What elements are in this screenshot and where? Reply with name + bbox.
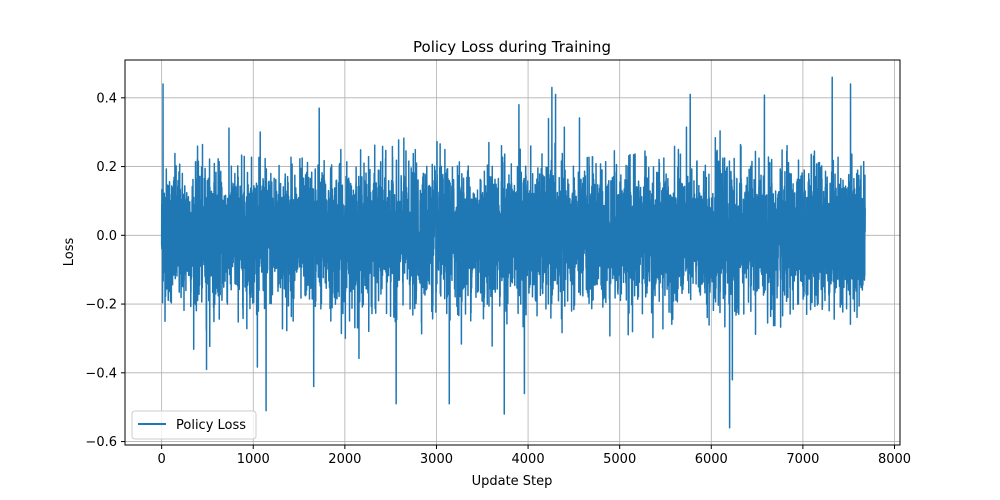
legend-box xyxy=(131,410,257,440)
y-tick-label: 0.2 xyxy=(96,160,117,175)
y-tick-label: −0.4 xyxy=(85,366,117,381)
legend-label: Policy Loss xyxy=(176,418,246,433)
x-tick-label: 8000 xyxy=(878,452,911,467)
series-policy-loss xyxy=(160,76,866,429)
y-axis-ticks: −0.6 −0.4 −0.2 0.0 0.2 0.4 xyxy=(85,91,125,450)
plot-frame xyxy=(124,59,901,446)
series-line-policy-loss xyxy=(160,76,866,429)
chart-title: Policy Loss during Training xyxy=(413,38,611,56)
x-tick-label: 3000 xyxy=(420,452,453,467)
x-tick-label: 6000 xyxy=(695,452,728,467)
x-tick-label: 2000 xyxy=(328,452,361,467)
x-tick-label: 1000 xyxy=(237,452,270,467)
legend: Policy Loss xyxy=(131,410,257,440)
y-tick-label: 0.0 xyxy=(96,229,117,244)
y-tick-label: −0.6 xyxy=(85,435,117,450)
x-axis-label: Update Step xyxy=(472,474,553,489)
x-tick-label: 4000 xyxy=(512,452,545,467)
grid xyxy=(125,60,900,445)
x-tick-label: 0 xyxy=(158,452,166,467)
y-tick-label: −0.2 xyxy=(85,298,117,313)
y-axis-label: Loss xyxy=(62,238,77,267)
y-tick-label: 0.4 xyxy=(96,91,117,106)
x-tick-label: 5000 xyxy=(603,452,636,467)
x-tick-label: 7000 xyxy=(786,452,819,467)
x-axis-ticks: 0 1000 2000 3000 4000 5000 6000 7000 8000 xyxy=(158,445,911,467)
